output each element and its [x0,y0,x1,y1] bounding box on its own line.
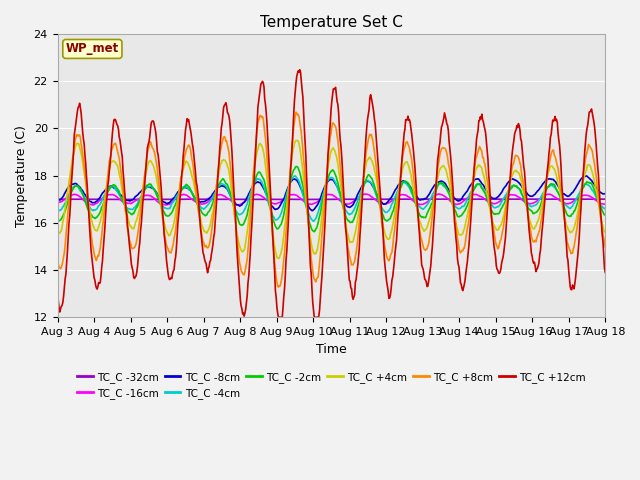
TC_C +8cm [205,244,212,250]
TC_C -2cm [205,209,212,215]
TC_C -16cm [63,194,71,200]
TC_C -8cm [120,195,127,201]
TC_C -4cm [54,207,61,213]
TC_C +8cm [120,193,127,199]
TC_C -4cm [399,179,407,185]
TC_C -8cm [63,186,71,192]
TC_C +4cm [120,196,127,202]
TC_C -2cm [175,191,183,197]
TC_C +4cm [415,218,423,224]
TC_C -32cm [301,197,309,203]
Line: TC_C +12cm: TC_C +12cm [58,70,605,317]
TC_C +12cm [63,249,71,254]
TC_C -2cm [602,212,609,217]
TC_C +8cm [63,215,71,221]
TC_C +8cm [54,259,61,264]
TC_C +12cm [399,140,407,146]
TC_C -2cm [310,229,318,235]
TC_C +12cm [175,203,183,209]
TC_C -8cm [54,197,61,203]
TC_C +4cm [602,229,609,235]
TC_C +4cm [205,228,212,233]
Line: TC_C -2cm: TC_C -2cm [58,167,605,232]
TC_C -16cm [602,201,609,207]
TC_C -2cm [399,179,407,185]
TC_C -4cm [310,218,317,224]
TC_C -4cm [205,201,212,207]
TC_C -2cm [293,164,301,169]
TC_C -32cm [63,196,71,202]
Line: TC_C +8cm: TC_C +8cm [58,112,605,287]
TC_C +8cm [602,244,609,250]
TC_C -16cm [177,192,184,198]
TC_C -8cm [399,178,406,184]
TC_C -4cm [415,204,423,210]
TC_C +12cm [120,177,127,182]
Y-axis label: Temperature (C): Temperature (C) [15,125,28,227]
TC_C -32cm [175,196,183,202]
TC_C +4cm [63,190,71,196]
TC_C -16cm [435,191,443,197]
TC_C -2cm [120,200,127,206]
Line: TC_C -16cm: TC_C -16cm [58,194,605,205]
X-axis label: Time: Time [316,343,347,356]
TC_C -8cm [602,191,609,197]
TC_C -32cm [415,196,422,202]
TC_C +12cm [205,265,212,271]
TC_C -8cm [582,173,590,179]
TC_C -8cm [308,208,316,214]
TC_C -2cm [63,200,71,206]
TC_C -32cm [399,196,406,202]
TC_C +12cm [275,314,282,320]
TC_C -8cm [205,196,212,202]
TC_C +12cm [54,293,61,299]
TC_C +12cm [296,67,303,72]
TC_C +4cm [399,164,407,169]
TC_C +12cm [415,230,423,236]
TC_C -4cm [291,173,299,179]
TC_C -16cm [121,200,129,206]
TC_C -8cm [175,188,183,193]
TC_C +4cm [274,255,282,261]
TC_C +12cm [602,270,609,276]
TC_C -16cm [399,192,406,198]
TC_C -16cm [415,201,422,207]
Title: Temperature Set C: Temperature Set C [260,15,403,30]
TC_C -2cm [415,211,423,217]
TC_C -32cm [205,196,212,202]
TC_C -4cm [175,189,183,195]
TC_C -16cm [54,200,61,206]
TC_C -8cm [415,196,422,202]
TC_C -16cm [205,198,213,204]
Line: TC_C -4cm: TC_C -4cm [58,176,605,221]
TC_C -32cm [120,197,127,203]
TC_C +8cm [399,149,407,155]
TC_C -16cm [89,202,97,208]
TC_C +4cm [54,228,61,234]
TC_C +4cm [175,188,183,193]
Legend: TC_C -32cm, TC_C -16cm, TC_C -8cm, TC_C -4cm, TC_C -2cm, TC_C +4cm, TC_C +8cm, T: TC_C -32cm, TC_C -16cm, TC_C -8cm, TC_C … [73,368,590,403]
Line: TC_C -8cm: TC_C -8cm [58,176,605,211]
TC_C -4cm [63,196,71,202]
TC_C -32cm [435,196,443,202]
TC_C -32cm [602,196,609,202]
TC_C -4cm [602,206,609,212]
Line: TC_C +4cm: TC_C +4cm [58,141,605,258]
TC_C +8cm [292,109,300,115]
TC_C +8cm [415,225,423,231]
TC_C +8cm [275,284,282,290]
TC_C -32cm [54,196,61,202]
TC_C +8cm [175,187,183,193]
TC_C -4cm [120,200,127,206]
TC_C +4cm [292,138,300,144]
TC_C -2cm [54,218,61,224]
Text: WP_met: WP_met [66,42,119,56]
